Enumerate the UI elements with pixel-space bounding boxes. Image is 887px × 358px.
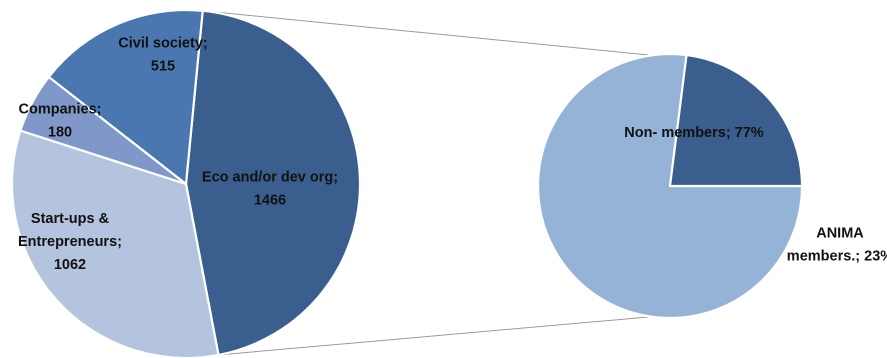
secondary-pie [536, 52, 804, 320]
main-pie-label-line: 1062 [54, 257, 86, 273]
connector-lines [202, 10, 652, 356]
secondary-pie-label-line: members.; 23% [787, 249, 887, 265]
secondary-pie-labels: Non- members; 77% ANIMA members.; 23% [624, 125, 887, 265]
main-pie-label-companies: Companies; 180 [19, 102, 102, 141]
main-pie [10, 8, 362, 358]
main-pie-label-eco-and-or-dev-org: Eco and/or dev org; 1466 [202, 170, 338, 209]
main-pie-slice-eco-and-or-dev-org [184, 9, 362, 357]
secondary-pie-slice-anima-members [668, 53, 804, 188]
connector-line-top [202, 10, 652, 56]
main-pie-label-line: Companies; [19, 102, 102, 118]
main-pie-label-line: 515 [151, 59, 175, 75]
main-pie-labels: Eco and/or dev org; 1466 Start-ups & Entrep… [18, 36, 338, 274]
secondary-pie-label-line: Non- members; 77% [624, 125, 764, 141]
main-pie-label-line: Eco and/or dev org; [202, 170, 338, 186]
main-pie-label-line: Entrepreneurs; [18, 234, 122, 250]
main-pie-slice-civil-society [47, 8, 204, 186]
secondary-pie-label-non-members: Non- members; 77% [624, 125, 764, 141]
connector-line-bottom [218, 316, 652, 356]
secondary-pie-label-anima-members: ANIMA members.; 23% [787, 226, 887, 265]
main-pie-label-line: 1466 [254, 193, 286, 209]
secondary-pie-label-line: ANIMA [816, 226, 864, 242]
main-pie-label-start-ups-entrepreneurs: Start-ups & Entrepreneurs; 1062 [18, 211, 122, 273]
main-pie-label-line: Civil society; [118, 36, 207, 52]
main-pie-label-line: Start-ups & [31, 211, 110, 227]
main-pie-slice-start-ups-entrepreneurs [10, 129, 220, 358]
main-pie-label-civil-society: Civil society; 515 [118, 36, 207, 75]
main-pie-label-line: 180 [48, 125, 72, 141]
